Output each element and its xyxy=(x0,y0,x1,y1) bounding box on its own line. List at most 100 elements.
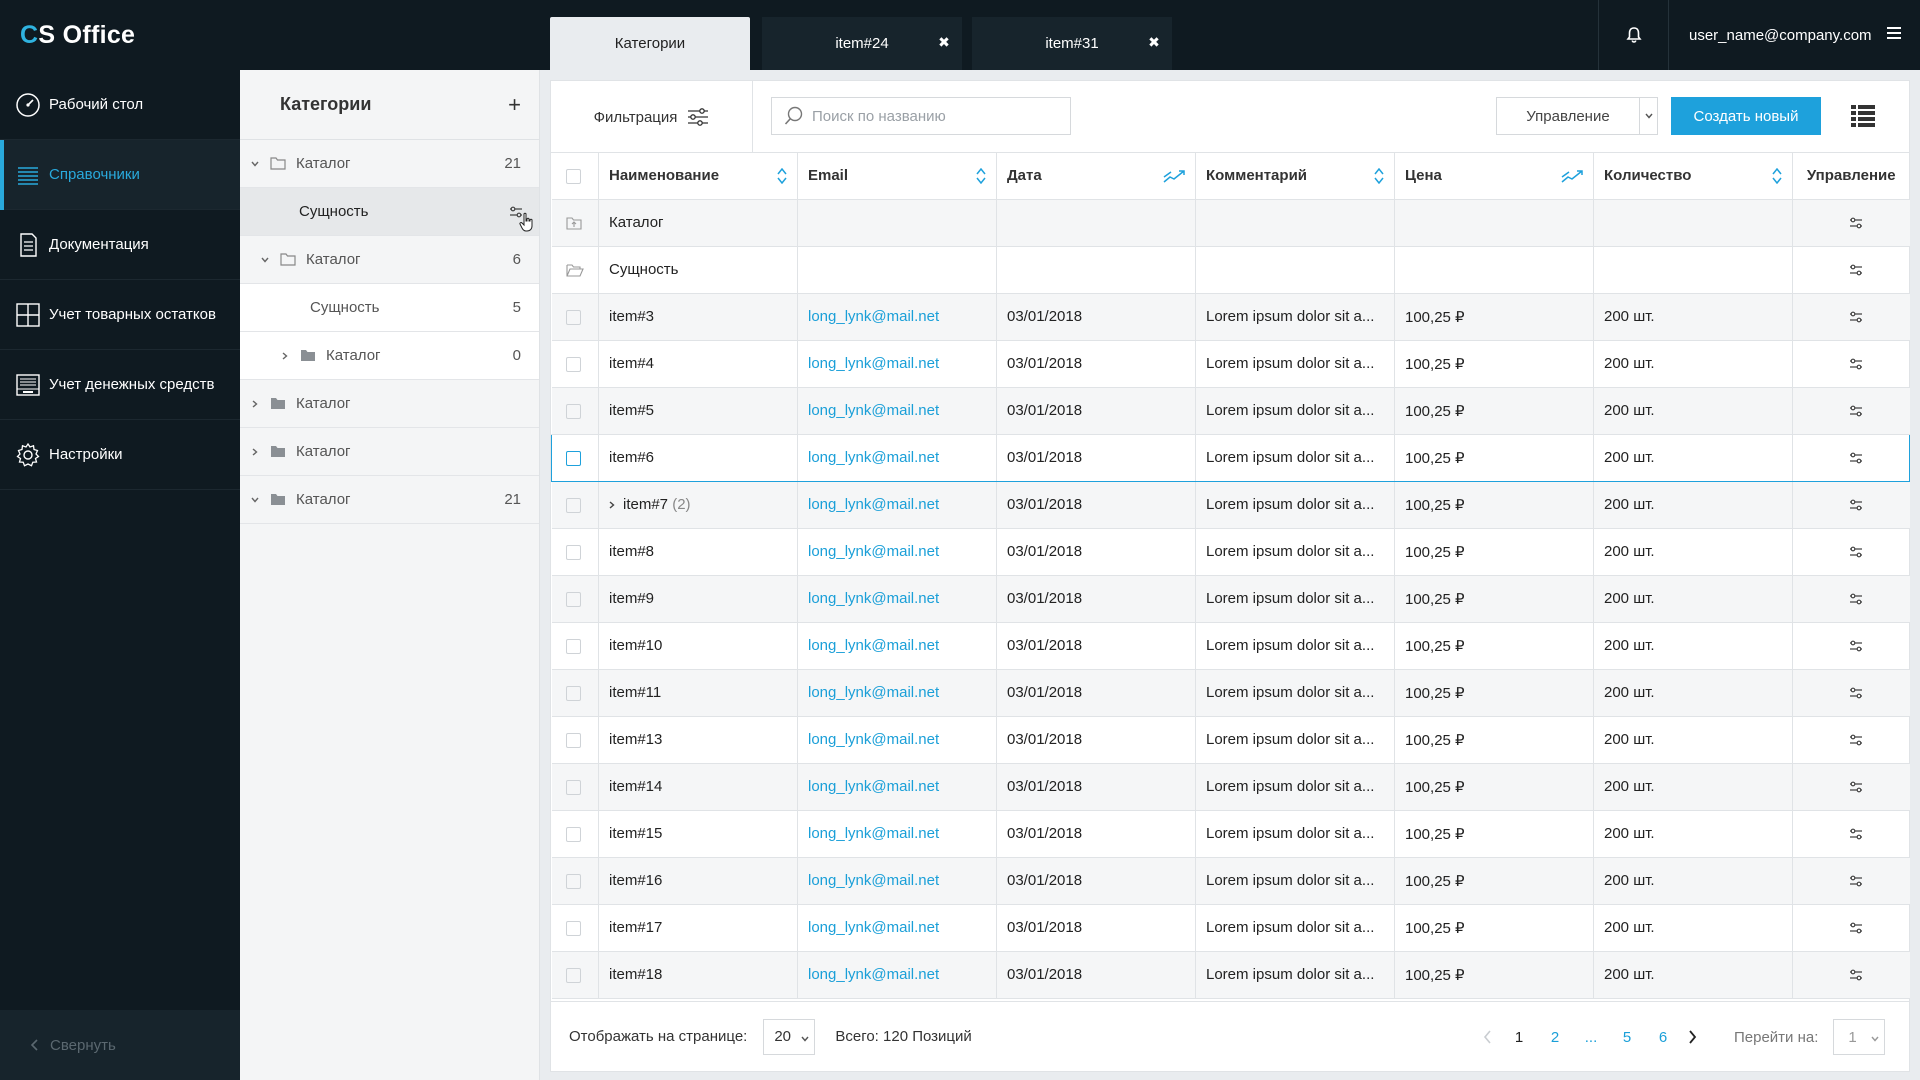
tree-node-entity[interactable]: Сущность xyxy=(240,188,539,236)
chevron-down-icon[interactable] xyxy=(250,159,260,169)
row-email[interactable]: long_lynk@mail.net xyxy=(797,951,997,999)
tree-node-catalog[interactable]: Каталог 6 xyxy=(240,236,539,284)
column-header-email[interactable]: Email xyxy=(797,153,997,200)
nav-item-inventory[interactable]: Учет товарных остатков xyxy=(0,280,240,350)
goto-page-select[interactable]: 1 xyxy=(1833,1019,1886,1055)
tab-categories[interactable]: Категории xyxy=(550,17,750,70)
tree-node-catalog[interactable]: Каталог 21 xyxy=(240,476,539,524)
chevron-right-icon[interactable] xyxy=(607,500,617,510)
table-row[interactable]: item#3 long_lynk@mail.net 03/01/2018 Lorem … xyxy=(551,293,1910,341)
table-row-folder-up[interactable]: Каталог xyxy=(551,199,1910,247)
hamburger-icon[interactable] xyxy=(1886,25,1902,41)
chevron-down-icon[interactable] xyxy=(260,255,270,265)
settings-sliders-icon[interactable] xyxy=(1849,546,1863,558)
sort-icon[interactable] xyxy=(1374,168,1384,184)
chevron-left-icon[interactable] xyxy=(1481,1029,1495,1045)
tree-node-catalog[interactable]: Каталог 21 xyxy=(240,140,539,188)
row-checkbox[interactable] xyxy=(566,450,581,466)
nav-item-directories[interactable]: Справочники xyxy=(0,140,240,210)
settings-sliders-icon[interactable] xyxy=(1849,452,1863,464)
table-row[interactable]: item#9 long_lynk@mail.net 03/01/2018 Lorem … xyxy=(551,575,1910,623)
tree-node-entity[interactable]: Сущность 5 xyxy=(240,284,539,332)
nav-item-settings[interactable]: Настройки xyxy=(0,420,240,490)
filter-button[interactable]: Фильтрация xyxy=(551,81,753,153)
table-row[interactable]: item#13 long_lynk@mail.net 03/01/2018 Lorem… xyxy=(551,716,1910,764)
row-checkbox[interactable] xyxy=(565,403,581,419)
row-email[interactable]: long_lynk@mail.net xyxy=(797,763,997,811)
tree-node-catalog[interactable]: Каталог xyxy=(240,380,539,428)
tab-item-31[interactable]: item#31 ✖ xyxy=(972,17,1172,70)
tab-item-24[interactable]: item#24 ✖ xyxy=(762,17,962,70)
settings-sliders-icon[interactable] xyxy=(1849,217,1863,229)
nav-item-documentation[interactable]: Документация xyxy=(0,210,240,280)
table-row[interactable]: item#17 long_lynk@mail.net 03/01/2018 Lorem… xyxy=(551,904,1910,952)
settings-sliders-icon[interactable] xyxy=(1849,264,1863,276)
row-email[interactable]: long_lynk@mail.net xyxy=(797,528,997,576)
settings-sliders-icon[interactable] xyxy=(1849,922,1863,934)
sort-active-icon[interactable] xyxy=(1561,168,1583,184)
chevron-right-icon[interactable] xyxy=(250,447,260,457)
table-row[interactable]: item#10 long_lynk@mail.net 03/01/2018 Lorem… xyxy=(551,622,1910,670)
row-checkbox[interactable] xyxy=(565,544,581,560)
column-header-comment[interactable]: Комментарий xyxy=(1195,153,1395,200)
settings-sliders-icon[interactable] xyxy=(1849,499,1863,511)
row-email[interactable]: long_lynk@mail.net xyxy=(797,622,997,670)
row-checkbox[interactable] xyxy=(565,638,581,654)
table-row[interactable]: item#16 long_lynk@mail.net 03/01/2018 Lorem… xyxy=(551,857,1910,905)
row-checkbox[interactable] xyxy=(565,873,581,889)
row-checkbox[interactable] xyxy=(565,826,581,842)
column-header-name[interactable]: Наименование xyxy=(598,153,798,200)
table-row[interactable]: item#18 long_lynk@mail.net 03/01/2018 Lorem… xyxy=(551,951,1910,999)
row-checkbox[interactable] xyxy=(565,685,581,701)
settings-sliders-icon[interactable] xyxy=(1849,781,1863,793)
sort-icon[interactable] xyxy=(976,168,986,184)
chevron-right-icon[interactable] xyxy=(280,351,290,361)
per-page-select[interactable]: 20 xyxy=(763,1018,816,1055)
table-row[interactable]: item#14 long_lynk@mail.net 03/01/2018 Lorem… xyxy=(551,763,1910,811)
nav-item-dashboard[interactable]: Рабочий стол xyxy=(0,70,240,140)
column-header-date[interactable]: Дата xyxy=(996,153,1196,200)
row-checkbox[interactable] xyxy=(565,920,581,936)
column-header-price[interactable]: Цена xyxy=(1394,153,1594,200)
page-button[interactable]: 6 xyxy=(1658,1028,1668,1046)
column-settings-icon[interactable] xyxy=(1851,105,1875,127)
search-input[interactable] xyxy=(812,107,1052,125)
table-row[interactable]: item#6 long_lynk@mail.net 03/01/2018 Lorem … xyxy=(551,433,1910,482)
row-email[interactable]: long_lynk@mail.net xyxy=(797,340,997,388)
settings-sliders-icon[interactable] xyxy=(1849,593,1863,605)
tree-node-catalog[interactable]: Каталог xyxy=(240,428,539,476)
table-row[interactable]: item#5 long_lynk@mail.net 03/01/2018 Lorem … xyxy=(551,387,1910,435)
page-button[interactable]: 1 xyxy=(1514,1028,1524,1046)
row-email[interactable]: long_lynk@mail.net xyxy=(797,810,997,858)
chevron-right-icon[interactable] xyxy=(250,399,260,409)
row-email[interactable]: long_lynk@mail.net xyxy=(797,575,997,623)
row-email[interactable]: long_lynk@mail.net xyxy=(797,433,997,482)
row-email[interactable]: long_lynk@mail.net xyxy=(797,669,997,717)
table-row[interactable]: item#8 long_lynk@mail.net 03/01/2018 Lorem … xyxy=(551,528,1910,576)
page-button[interactable]: 5 xyxy=(1622,1028,1632,1046)
row-email[interactable]: long_lynk@mail.net xyxy=(797,293,997,341)
notifications-button[interactable] xyxy=(1598,0,1668,70)
settings-sliders-icon[interactable] xyxy=(1849,734,1863,746)
table-row[interactable]: item#7 (2) long_lynk@mail.net 03/01/2018 Lo… xyxy=(551,481,1910,529)
settings-sliders-icon[interactable] xyxy=(1849,640,1863,652)
row-checkbox[interactable] xyxy=(565,356,581,372)
page-button[interactable]: 2 xyxy=(1550,1028,1560,1046)
create-new-button[interactable]: Создать новый xyxy=(1671,97,1821,135)
row-email[interactable]: long_lynk@mail.net xyxy=(797,904,997,952)
row-checkbox[interactable] xyxy=(565,732,581,748)
settings-sliders-icon[interactable] xyxy=(1849,875,1863,887)
row-checkbox[interactable] xyxy=(565,497,581,513)
row-email[interactable]: long_lynk@mail.net xyxy=(797,857,997,905)
table-row[interactable]: item#11 long_lynk@mail.net 03/01/2018 Lorem… xyxy=(551,669,1910,717)
column-header-quantity[interactable]: Количество xyxy=(1593,153,1793,200)
chevron-down-icon[interactable] xyxy=(250,495,260,505)
close-icon[interactable]: ✖ xyxy=(1148,33,1160,50)
row-email[interactable]: long_lynk@mail.net xyxy=(797,481,997,529)
add-category-button[interactable]: + xyxy=(508,91,521,117)
nav-item-cash[interactable]: Учет денежных средств xyxy=(0,350,240,420)
row-checkbox[interactable] xyxy=(565,967,581,983)
settings-sliders-icon[interactable] xyxy=(1849,405,1863,417)
settings-sliders-icon[interactable] xyxy=(509,206,523,218)
